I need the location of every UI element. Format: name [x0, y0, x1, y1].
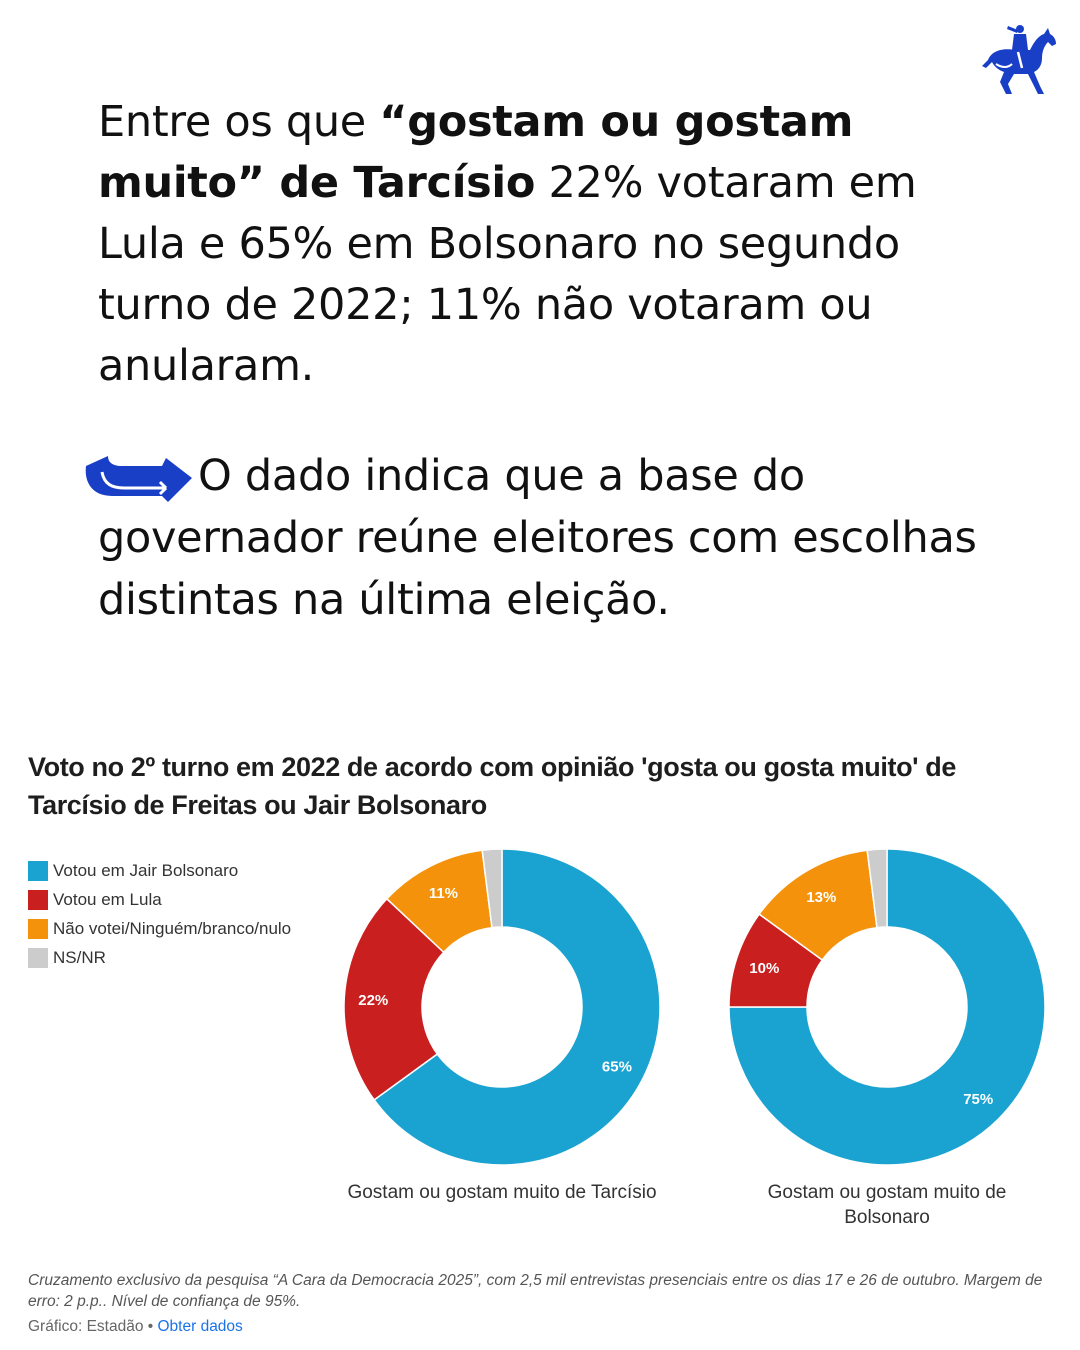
chart-title: Voto no 2º turno em 2022 de acordo com o… [28, 752, 956, 820]
donut-caption-bolsonaro: Gostam ou gostam muito de Bolsonaro [767, 1182, 1007, 1228]
donut-slice-ns-nr [866, 848, 888, 929]
donut-slice-votou-em-jair-bolsonaro [373, 848, 661, 1166]
note-text: O dado indica que a base do governador r… [98, 451, 977, 625]
donut-label-nao-votei-ninguem-branco-nulo: 13% [806, 889, 836, 906]
legend-item-nao-votei: Não votei/Ninguém/branco/nulo [28, 914, 291, 943]
donut-caption-tarcisio: Gostam ou gostam muito de Tarcísio [347, 1182, 657, 1203]
source-note: Cruzamento exclusivo da pesquisa “A Cara… [28, 1272, 1043, 1310]
legend-swatch [28, 889, 48, 910]
legend-label: NS/NR [53, 947, 106, 967]
donut-label-votou-em-jair-bolsonaro: 65% [602, 1059, 632, 1076]
legend-swatch [28, 918, 48, 939]
donut-label-nao-votei-ninguem-branco-nulo: 11% [429, 885, 458, 902]
curved-arrow-icon [85, 456, 192, 502]
legend-swatch [28, 947, 48, 968]
donut-slice-ns-nr [481, 848, 503, 929]
headline-text-1: Entre os que [98, 97, 380, 147]
legend-item-bolsonaro: Votou em Jair Bolsonaro [28, 856, 291, 885]
get-data-link[interactable]: Obter dados [157, 1318, 243, 1335]
horse-rider-logo [982, 25, 1056, 94]
credit-line: Gráfico: Estadão • Obter dados [28, 1318, 243, 1336]
credit-separator: • [143, 1318, 158, 1335]
headline: Entre os que “gostam ou gostam muito” de… [98, 92, 958, 397]
legend-item-lula: Votou em Lula [28, 885, 291, 914]
legend-label: Não votei/Ninguém/branco/nulo [53, 918, 292, 938]
donut-label-votou-em-lula: 10% [749, 960, 779, 977]
chart-legend: Votou em Jair Bolsonaro Votou em Lula Nã… [28, 856, 291, 972]
donut-slice-votou-em-jair-bolsonaro [728, 848, 1046, 1166]
legend-label: Votou em Jair Bolsonaro [53, 860, 239, 880]
donut-slice-votou-em-lula [343, 897, 445, 1101]
headline-bold-text: “gostam ou gostam muito” de Tarcísio [98, 97, 854, 208]
legend-swatch [28, 860, 48, 881]
legend-label: Votou em Lula [53, 889, 162, 909]
headline-text-2: 22% votaram em Lula e 65% em Bolsonaro n… [98, 158, 917, 391]
legend-item-nsnr: NS/NR [28, 943, 291, 972]
donut-label-votou-em-jair-bolsonaro: 75% [963, 1091, 993, 1108]
donut-label-votou-em-lula: 22% [358, 992, 388, 1009]
credit-label: Gráfico: Estadão [28, 1318, 144, 1335]
